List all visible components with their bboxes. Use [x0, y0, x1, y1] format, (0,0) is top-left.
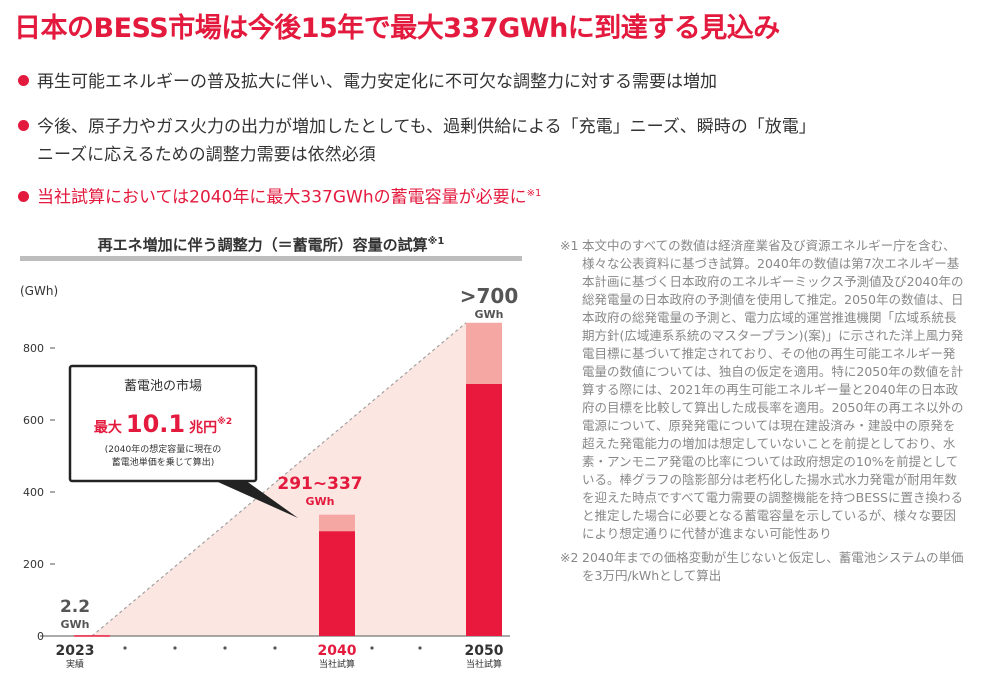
callout-box — [68, 364, 258, 483]
chart-title-text: 再エネ増加に伴う調整力（＝蓄電所）容量の試算 — [97, 236, 428, 254]
x-axis-dot — [370, 646, 374, 650]
callout-note-line2: 蓄電池単価を乗じて算出) — [112, 456, 215, 468]
value-unit-2040: GWh — [306, 495, 335, 508]
y-axis-unit: (GWh) — [20, 284, 58, 298]
callout-value: 最大 10.1 兆円※2 — [94, 410, 232, 438]
bars — [74, 322, 502, 637]
callout-title: 蓄電池の市場 — [124, 378, 202, 394]
value-unit-2050: GWh — [475, 308, 504, 321]
footnotes: ※1 本文中のすべての数値は経済産業省及び資源エネルギー庁を含む、様々な公表資料… — [560, 237, 965, 589]
callout-prefix: 最大 — [94, 419, 122, 436]
page-title: 日本のBESS市場は今後15年で最大337GWhに到達する見込み — [14, 13, 780, 44]
x-label-2023: 2023 — [56, 643, 95, 659]
footnote-text: 2040年までの価格変動が生じないと仮定し、蓄電池システムの単価を3万円/kWh… — [582, 550, 964, 583]
bullet-text: 再生可能エネルギーの普及拡大に伴い、電力安定化に不可欠な調整力に対する需要は増加 — [37, 72, 717, 92]
footnote-text: 本文中のすべての数値は経済産業省及び資源エネルギー庁を含む、様々な公表資料に基づ… — [582, 238, 964, 541]
x-axis-dot — [173, 646, 177, 650]
value-label-2050: >700 — [460, 284, 519, 308]
footnote-2: ※2 2040年までの価格変動が生じないと仮定し、蓄電池システムの単価を3万円/… — [560, 549, 965, 585]
bullet-dot — [18, 190, 29, 202]
callout-note-line1: (2040年の想定容量に現在の — [105, 443, 221, 455]
growth-area — [92, 322, 502, 636]
x-sublabel-2040: 当社試算 — [319, 658, 355, 670]
chart-title: 再エネ増加に伴う調整力（＝蓄電所）容量の試算※1 — [20, 234, 522, 261]
y-axis: 0200400600800 — [23, 342, 55, 643]
x-axis-dot — [273, 646, 277, 650]
x-axis-dots — [123, 646, 422, 650]
value-label-2040: 291~337 — [277, 474, 362, 494]
callout-unit: 兆円 — [189, 420, 217, 436]
x-axis-dot — [418, 646, 422, 650]
y-tick-label: 400 — [23, 486, 44, 499]
x-axis-dot — [223, 646, 227, 650]
footnote-mark: ※1 — [560, 238, 579, 253]
bar-2040 — [319, 531, 355, 636]
y-tick-label: 200 — [23, 558, 44, 571]
footnote-1: ※1 本文中のすべての数値は経済産業省及び資源エネルギー庁を含む、様々な公表資料… — [560, 237, 965, 543]
bullet-demand: 再生可能エネルギーの普及拡大に伴い、電力安定化に不可欠な調整力に対する需要は増加 — [18, 68, 968, 96]
bullet-text: 当社試算においては2040年に最大337GWhの蓄電容量が必要に — [37, 187, 527, 208]
x-label-2050: 2050 — [465, 643, 504, 659]
bar-upper-range-2040 — [319, 514, 355, 532]
callout-number: 10.1 — [126, 410, 185, 438]
x-axis-dot — [123, 646, 127, 650]
bar-2023 — [74, 635, 110, 637]
footnote-mark: ※2 — [560, 550, 579, 565]
bullet-dot — [18, 120, 29, 131]
bullet-text: 今後、原子力やガス火力の出力が増加したとしても、過剰供給による「充電」ニーズ、瞬… — [37, 117, 816, 137]
bar-upper-range-2050 — [466, 322, 502, 384]
bar-2050 — [466, 384, 502, 636]
y-tick-label: 800 — [23, 342, 44, 355]
x-sublabel-2023: 実績 — [66, 658, 84, 670]
y-tick-label: 600 — [23, 414, 44, 427]
x-label-2040: 2040 — [318, 643, 357, 659]
value-label-2023: 2.2 — [60, 597, 90, 617]
capacity-chart: 0200400600800 (GWh) 2.2GWh291~337GWh>700… — [20, 284, 518, 670]
value-unit-2023: GWh — [61, 618, 90, 631]
x-sublabel-2050: 当社試算 — [466, 658, 502, 670]
bullet-needs: 今後、原子力やガス火力の出力が増加したとしても、過剰供給による「充電」ニーズ、瞬… — [18, 113, 968, 169]
callout-footnote-mark: ※2 — [217, 416, 232, 427]
bullet-dot — [18, 75, 29, 86]
bullet-text-continued: ニーズに応えるための調整力需要は依然必須 — [37, 145, 376, 165]
bullet-footnote-mark: ※1 — [526, 188, 542, 199]
bullet-estimate: 当社試算においては2040年に最大337GWhの蓄電容量が必要に※1 — [18, 180, 968, 212]
chart-title-footnote-mark: ※1 — [427, 236, 445, 247]
